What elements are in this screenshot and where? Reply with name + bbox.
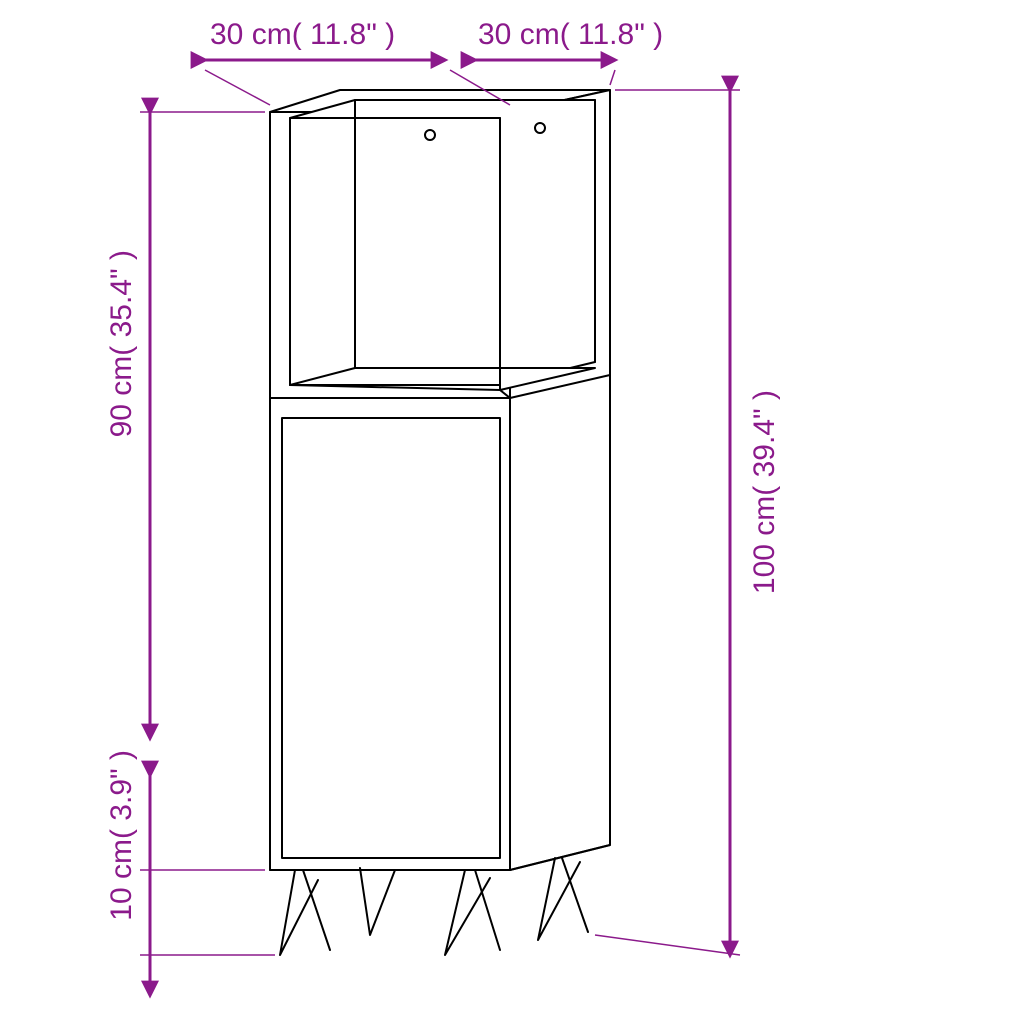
- dim-height-cabinet-cm: 90 cm: [105, 356, 138, 438]
- dim-height-legs-cm: 10 cm: [105, 839, 138, 921]
- dim-height-cabinet-in: ( 35.4" ): [105, 250, 138, 356]
- dim-height-cabinet: 90 cm( 35.4" ): [105, 250, 139, 437]
- dim-height-total: 100 cm( 39.4" ): [748, 390, 782, 594]
- dim-height-legs: 10 cm( 3.9" ): [105, 750, 139, 921]
- dim-width-front-cm: 30 cm: [210, 18, 292, 51]
- dim-height-total-cm: 100 cm: [748, 496, 781, 594]
- cabinet-drawing: [270, 90, 610, 955]
- dim-width-front-in: ( 11.8" ): [292, 18, 395, 51]
- dim-width-side-cm: 30 cm: [478, 18, 560, 51]
- dim-width-front: 30 cm( 11.8" ): [210, 18, 395, 52]
- dim-height-total-in: ( 39.4" ): [748, 390, 781, 496]
- dim-width-side-in: ( 11.8" ): [560, 18, 663, 51]
- dim-width-side: 30 cm( 11.8" ): [478, 18, 663, 52]
- dim-height-legs-in: ( 3.9" ): [105, 750, 138, 839]
- diagram-canvas: [0, 0, 1024, 1024]
